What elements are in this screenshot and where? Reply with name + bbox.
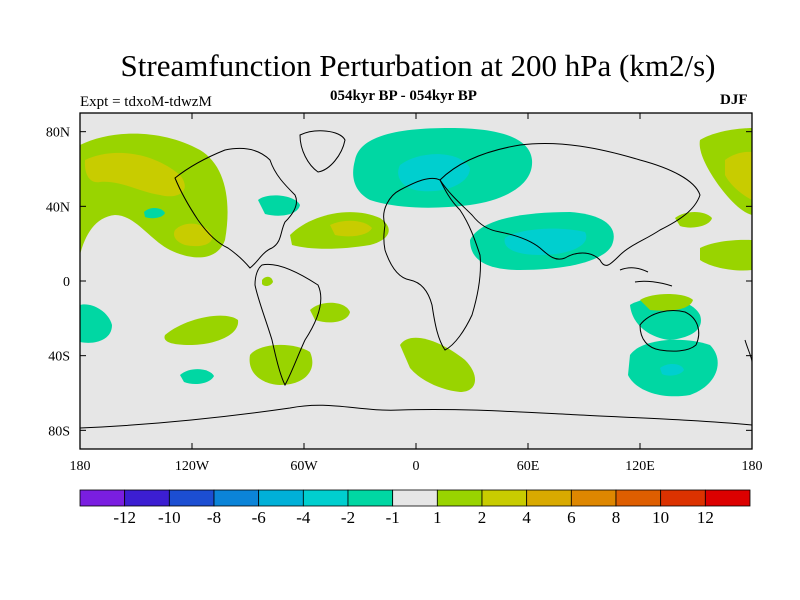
coastlines	[80, 130, 752, 429]
experiment-label: Expt = tdxoM-tdwzM	[80, 94, 212, 110]
y-axis-labels: 80N 40N 0 40S 80S	[46, 126, 70, 440]
colorbar	[79, 489, 751, 507]
y-tick-label: 0	[63, 275, 70, 290]
contour-pos-south-atlantic	[400, 337, 476, 392]
contour-neg-australia	[630, 298, 701, 340]
contour-pos-ne-right-core	[725, 151, 752, 200]
colorbar-label: -1	[386, 508, 400, 527]
colorbar-swatch	[570, 489, 617, 507]
colorbar-label: 2	[478, 508, 487, 527]
colorbar-label: -2	[341, 508, 355, 527]
colorbar-swatch	[704, 489, 751, 507]
contour-neg-npacific-small	[144, 207, 165, 219]
map-title: Streamfunction Perturbation at 200 hPa (…	[120, 48, 716, 83]
contour-neg-south-indian-core	[660, 364, 684, 376]
coast-south-america	[254, 263, 322, 387]
colorbar-swatch	[392, 489, 438, 507]
x-tick-label: 120E	[625, 459, 655, 474]
colorbar-swatch	[302, 489, 349, 507]
colorbar-label: 12	[697, 508, 714, 527]
coast-indonesia	[619, 267, 673, 287]
colorbar-swatch	[481, 489, 528, 507]
colorbar-swatch	[168, 489, 215, 507]
colorbar-swatch	[124, 489, 170, 507]
contour-pos-tropical-sa	[262, 276, 273, 287]
contour-pos-pacific-right	[700, 239, 752, 271]
colorbar-label: -6	[252, 508, 266, 527]
colorbar-swatch	[347, 489, 394, 507]
contour-pos-atlantic-core	[330, 220, 372, 237]
period-subtitle: 054kyr BP - 054kyr BP	[330, 88, 477, 104]
colorbar-swatch	[436, 489, 483, 507]
coast-greenland	[299, 130, 346, 173]
contour-pos-australia	[640, 294, 693, 311]
y-tick-label: 40S	[48, 350, 70, 365]
x-axis-labels: 180 120W 60W 0 60E 120E 180	[70, 459, 763, 474]
x-tick-label: 0	[413, 459, 420, 474]
contour-neg-labrador	[258, 195, 300, 216]
contour-pos-south-america	[249, 344, 313, 385]
x-tick-label: 120W	[175, 459, 210, 474]
colorbar-swatch	[258, 489, 304, 507]
coast-europe-africa	[383, 177, 481, 351]
colorbar-label: 10	[652, 508, 669, 527]
colorbar-label: 8	[612, 508, 621, 527]
contour-neg-se-pacific	[180, 369, 214, 384]
colorbar-label: 1	[433, 508, 442, 527]
colorbar-labels: -12 -10 -8 -6 -4 -2 -1 1 2 4 6 8 10 12	[113, 508, 714, 527]
colorbar-label: 4	[522, 508, 531, 527]
colorbar-label: -4	[296, 508, 311, 527]
y-tick-label: 80S	[48, 424, 70, 439]
colorbar-swatch	[660, 489, 706, 507]
coast-asia	[439, 143, 701, 266]
contour-pos-west-us	[174, 223, 213, 247]
x-tick-label: 180	[70, 459, 91, 474]
coast-australia	[639, 310, 700, 352]
colorbar-label: -8	[207, 508, 221, 527]
colorbar-swatch	[79, 489, 126, 507]
colorbar-swatch	[213, 489, 260, 507]
y-tick-label: 40N	[46, 200, 70, 215]
colorbar-label: -12	[113, 508, 136, 527]
x-tick-label: 60W	[290, 459, 318, 474]
contour-fill-layer	[80, 128, 752, 397]
colorbar-swatch	[526, 489, 572, 507]
axis-ticks	[79, 113, 753, 449]
contour-pos-npacific-core	[84, 152, 185, 197]
colorbar-label: 6	[567, 508, 576, 527]
x-tick-label: 60E	[517, 459, 540, 474]
coast-north-america	[174, 147, 298, 269]
contour-neg-south-asia-core	[504, 228, 587, 255]
contour-neg-tropical-w	[80, 304, 112, 343]
x-tick-label: 180	[742, 459, 763, 474]
colorbar-label: -10	[158, 508, 181, 527]
y-tick-label: 80N	[46, 126, 70, 141]
contour-pos-south-pacific	[164, 315, 239, 345]
colorbar-swatch	[615, 489, 662, 507]
season-label: DJF	[720, 92, 748, 108]
coast-antarctica	[80, 404, 752, 429]
